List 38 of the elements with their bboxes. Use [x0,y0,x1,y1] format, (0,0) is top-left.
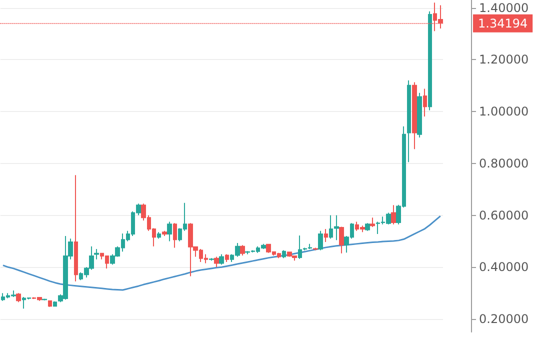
candlestick [428,10,432,111]
y-tick-label: 1.20000 [479,52,529,67]
candlestick [225,254,229,262]
y-tick-label: 0.20000 [479,312,529,326]
candlestick [209,258,214,262]
candlestick [298,235,302,260]
candlestick [167,221,172,242]
candlestick [365,222,370,232]
y-tick-label: 1.40000 [479,0,529,15]
line-series [2,215,442,291]
candlestick [240,244,245,256]
candlestick [94,248,99,260]
candlestick [318,230,323,251]
y-tick-label: 1.00000 [479,104,529,119]
candlestick [173,222,177,248]
candlestick [324,228,328,242]
candlestick [42,298,47,301]
candlestick [423,88,427,117]
candlestick [53,300,57,308]
candlestick [157,232,161,240]
candlestick [219,254,224,266]
candlestick [370,217,375,228]
candlestick [417,92,422,138]
y-tick-label: 0.40000 [479,260,529,274]
candlestick [162,230,167,237]
candlestick [313,247,318,251]
candlestick [339,226,344,254]
candlestick [282,250,286,259]
candlestick [74,174,78,282]
candlestick [48,300,52,308]
y-tick-label: 0.80000 [479,156,529,170]
candlestick [16,292,21,303]
y-tick-label: 0.60000 [479,208,529,222]
candlestick [412,82,417,150]
candlestick [407,80,411,163]
candlestick [391,204,396,225]
candlestick [214,256,219,268]
ref-line-label: 1.34194 [478,16,528,30]
